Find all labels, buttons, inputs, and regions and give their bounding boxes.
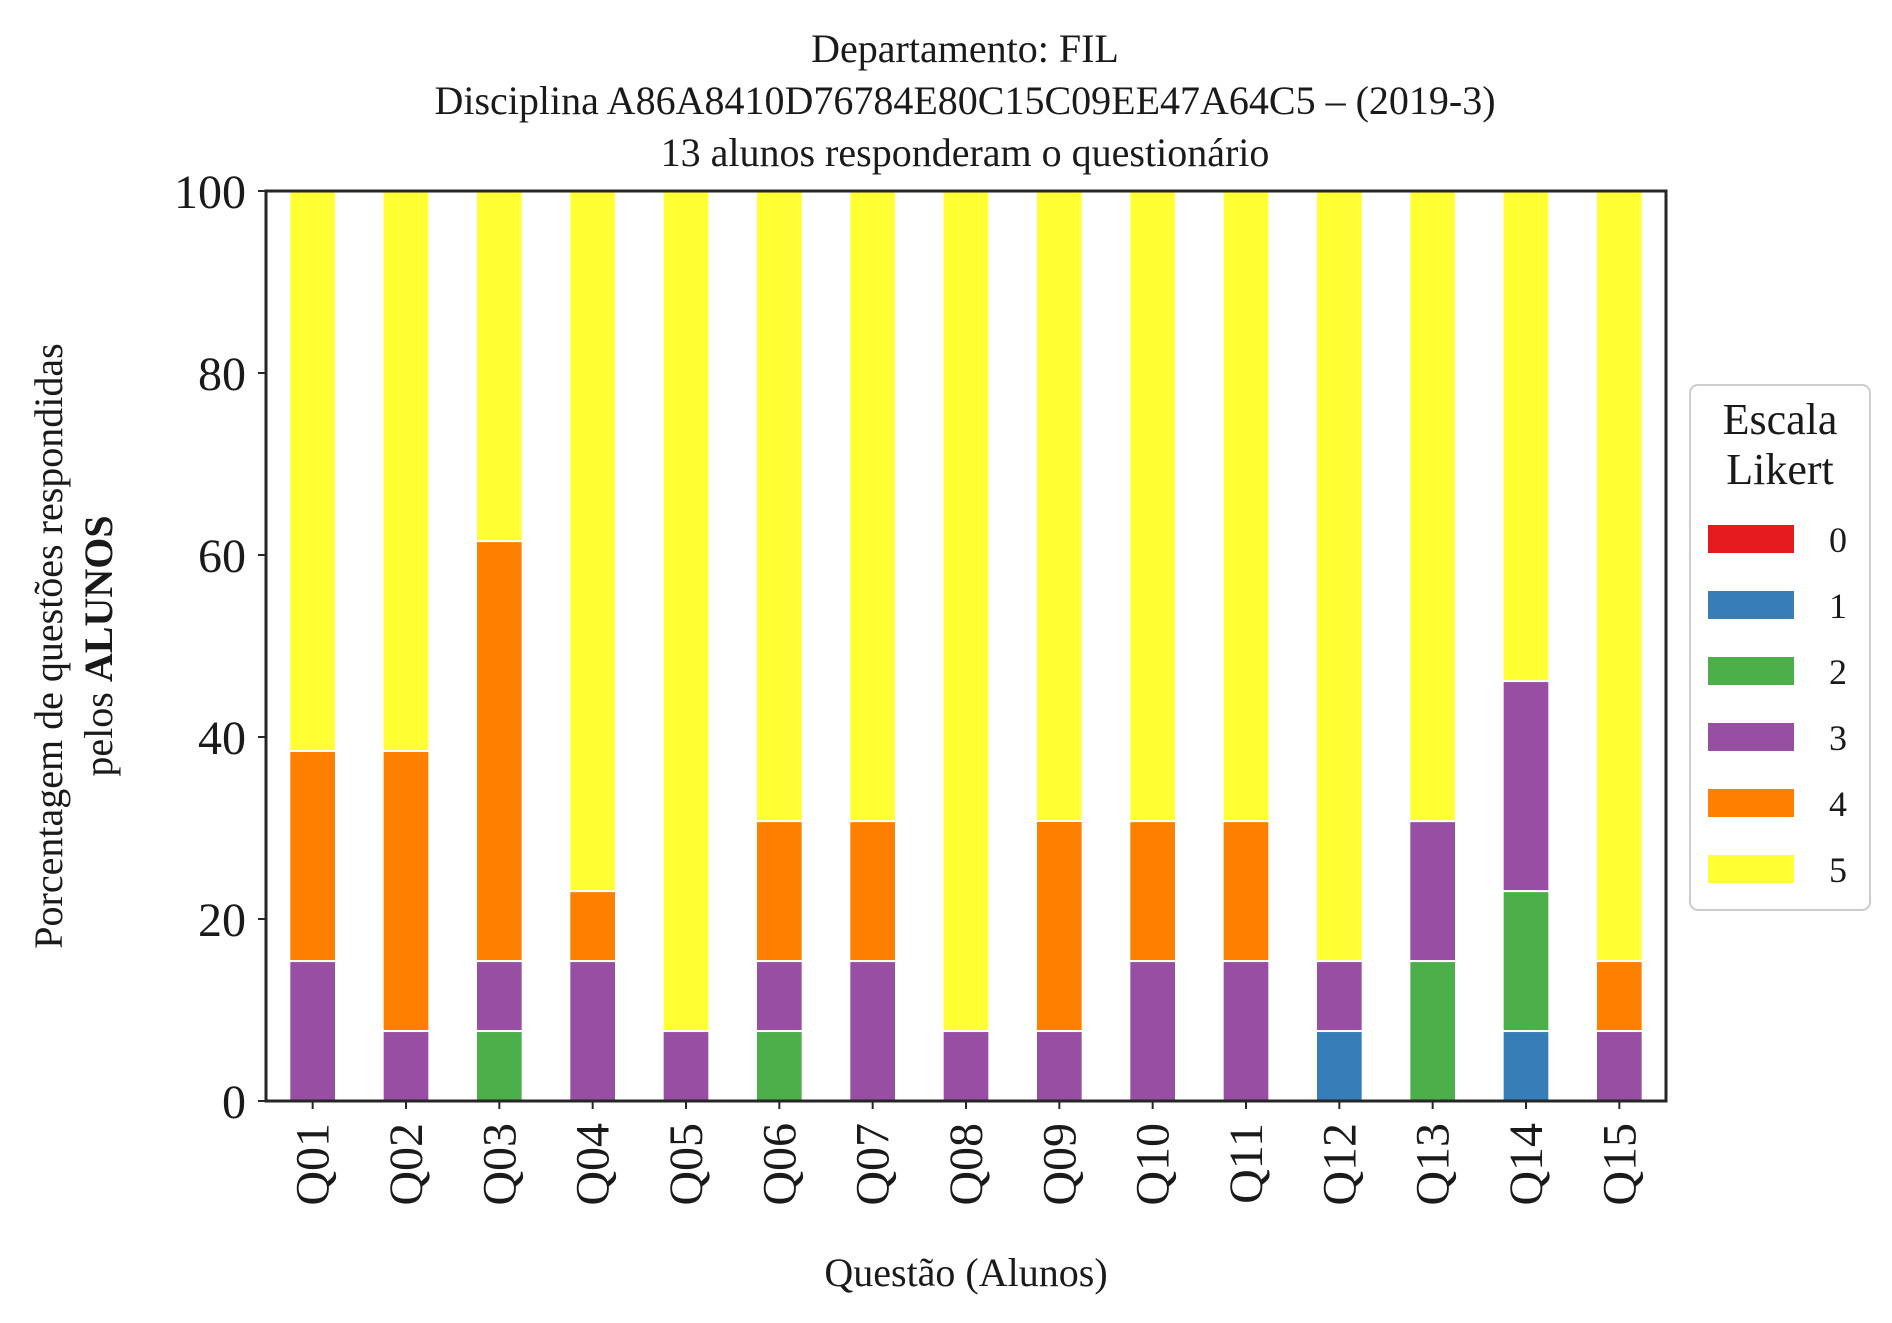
bar-q01-likert-5 [288,190,337,753]
y-axis-label-line-1: Porcentagem de questões respondidas [26,343,71,948]
x-tick-label-q12: Q12 [1313,1123,1366,1206]
y-axis: 0 20 40 60 80 100 [174,166,266,1129]
legend-swatch-4 [1708,789,1794,817]
bar-q11-likert-4 [1221,820,1271,963]
y-tick-label-80: 80 [198,348,246,401]
legend-swatch-3 [1708,723,1794,751]
bar-q07-likert-5 [848,190,898,823]
x-tick-label-q08: Q08 [940,1123,993,1206]
legend-label-5: 5 [1829,850,1847,890]
bar-q02-likert-5 [381,190,431,753]
x-tick-label-q14: Q14 [1500,1123,1553,1206]
bar-q02-likert-4 [381,750,431,1033]
bar-q08-likert-5 [941,190,991,1033]
bar-q06-likert-5 [755,190,804,823]
legend-swatch-5 [1708,855,1794,883]
bar-q04-likert-5 [568,190,618,893]
bar-q07-likert-3 [848,960,898,1102]
bar-q12-likert-5 [1315,190,1364,963]
bar-q04-likert-4 [568,890,618,963]
y-axis-label: Porcentagem de questões respondidas pelo… [26,343,121,948]
bar-q10-likert-3 [1128,960,1177,1102]
bar-q02-likert-3 [381,1030,431,1103]
y-axis-label-prefix: pelos [76,682,121,776]
bar-q04-likert-3 [568,960,618,1102]
bar-q13-likert-5 [1408,190,1457,823]
x-tick-label-q04: Q04 [567,1123,620,1206]
bar-q03-likert-4 [475,540,524,963]
bar-q05-likert-3 [661,1030,711,1103]
legend-label-1: 1 [1829,586,1847,626]
legend-frame [1689,384,1871,911]
bar-q06-likert-3 [755,960,804,1033]
y-tick-label-0: 0 [222,1076,246,1129]
bar-q09-likert-3 [1035,1030,1084,1103]
legend-items: 0 1 2 3 4 5 [1708,520,1847,890]
x-tick-label-q01: Q01 [287,1123,340,1206]
bar-q03-likert-2 [475,1030,524,1103]
bar-q03-likert-5 [475,190,524,543]
bar-q13-likert-3 [1408,820,1457,963]
bar-q12-likert-1 [1315,1030,1364,1103]
bar-q01-likert-3 [288,960,337,1102]
bar-q13-likert-2 [1408,960,1457,1102]
bar-q14-likert-2 [1501,890,1551,1033]
chart-title: Departamento: FIL Disciplina A86A8410D76… [434,26,1495,175]
bar-q08-likert-3 [941,1030,991,1103]
x-tick-label-q15: Q15 [1593,1123,1646,1206]
x-tick-label-q09: Q09 [1033,1123,1086,1206]
chart-title-line-1: Departamento: FIL [811,26,1119,71]
bar-q01-likert-4 [288,750,337,963]
x-tick-label-q06: Q06 [753,1123,806,1206]
bar-q15-likert-4 [1595,960,1644,1033]
bar-q07-likert-4 [848,820,898,963]
bar-q12-likert-3 [1315,960,1364,1033]
y-tick-label-20: 20 [198,894,246,947]
x-tick-label-q07: Q07 [847,1123,900,1206]
bar-q15-likert-5 [1595,190,1644,963]
x-tick-label-q11: Q11 [1220,1123,1273,1204]
x-axis: Q01 Q02 Q03 Q04 Q05 Q06 Q07 Q08 Q09 Q10 Q11 Q12 Q13 Q… [287,1101,1646,1206]
bars-layer [288,190,1644,1103]
bar-q10-likert-5 [1128,190,1177,823]
bar-q14-likert-3 [1501,680,1551,893]
bar-q06-likert-4 [755,820,804,963]
x-tick-label-q13: Q13 [1407,1123,1460,1206]
x-tick-label-q03: Q03 [473,1123,526,1206]
legend-swatch-1 [1708,591,1794,619]
legend-swatch-0 [1708,525,1794,553]
bar-q11-likert-3 [1221,960,1271,1102]
y-tick-label-60: 60 [198,530,246,583]
bar-q03-likert-3 [475,960,524,1033]
x-tick-label-q05: Q05 [660,1123,713,1206]
legend-label-4: 4 [1829,784,1847,824]
bar-q14-likert-1 [1501,1030,1551,1103]
y-axis-label-line-2: pelos ALUNOS [76,515,121,776]
legend-title-line-2: Likert [1726,445,1834,494]
legend-title-line-1: Escala [1723,395,1838,444]
chart-title-line-3: 13 alunos responderam o questionário [661,130,1270,175]
y-tick-label-100: 100 [174,166,246,219]
x-tick-label-q10: Q10 [1127,1123,1180,1206]
y-axis-label-bold: ALUNOS [76,515,121,682]
bar-q11-likert-5 [1221,190,1271,823]
bar-q05-likert-5 [661,190,711,1033]
legend-label-0: 0 [1829,520,1847,560]
x-axis-label: Questão (Alunos) [824,1250,1107,1295]
legend: Escala Likert 0 1 2 3 4 5 [1689,384,1871,911]
legend-label-2: 2 [1829,652,1847,692]
bar-q15-likert-3 [1595,1030,1644,1103]
bar-q09-likert-5 [1035,190,1084,822]
bar-q09-likert-4 [1035,819,1084,1033]
bar-q14-likert-5 [1501,190,1551,683]
bar-q06-likert-2 [755,1030,804,1103]
y-tick-label-40: 40 [198,712,246,765]
legend-swatch-2 [1708,657,1794,685]
bar-q10-likert-4 [1128,820,1177,963]
x-tick-label-q02: Q02 [380,1123,433,1206]
legend-label-3: 3 [1829,718,1847,758]
chart-title-line-2: Disciplina A86A8410D76784E80C15C09EE47A6… [434,78,1495,123]
